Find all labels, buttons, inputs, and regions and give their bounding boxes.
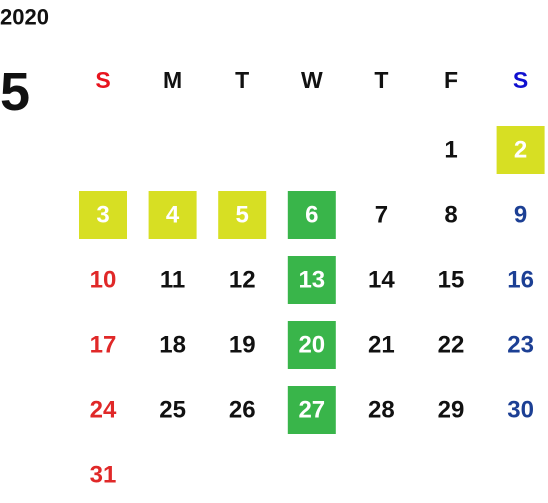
day: 23: [507, 332, 534, 359]
day: 5: [236, 202, 249, 229]
day: 26: [229, 397, 256, 424]
day-highlight: [287, 321, 336, 369]
day: 27: [298, 397, 325, 424]
weekday-label: F: [444, 67, 458, 93]
day: 17: [90, 332, 117, 359]
day: 29: [438, 397, 465, 424]
day: 21: [368, 332, 395, 359]
weekday-label: S: [95, 67, 110, 93]
year: 2020: [0, 5, 49, 30]
day: 3: [96, 202, 109, 229]
weekday-label: S: [513, 67, 528, 93]
day: 15: [438, 267, 465, 294]
day: 22: [438, 332, 465, 359]
day: 24: [90, 397, 117, 424]
day: 9: [514, 202, 527, 229]
day-highlight: [79, 191, 127, 239]
weekday-label: M: [163, 67, 182, 93]
weekday-label: T: [374, 67, 388, 93]
day: 18: [159, 332, 186, 359]
day-highlight: [148, 191, 197, 239]
day: 16: [507, 267, 534, 294]
day: 7: [375, 202, 388, 229]
day: 4: [166, 202, 180, 229]
day: 8: [444, 202, 457, 229]
day: 2: [514, 137, 527, 164]
day: 30: [507, 397, 534, 424]
day-highlight: [218, 191, 267, 239]
weekday-label: T: [235, 67, 249, 93]
day: 25: [159, 397, 186, 424]
month: 5: [0, 62, 30, 122]
day: 12: [229, 267, 256, 294]
day: 20: [298, 332, 325, 359]
day-highlight: [287, 386, 336, 434]
day-highlight: [496, 126, 545, 174]
day: 14: [368, 267, 395, 294]
day-highlight: [287, 256, 336, 304]
day: 6: [305, 202, 318, 229]
day: 31: [90, 462, 117, 489]
day: 10: [90, 267, 117, 294]
day: 28: [368, 397, 395, 424]
day: 13: [298, 267, 325, 294]
day: 1: [444, 137, 457, 164]
day: 11: [160, 267, 185, 294]
weekday-label: W: [301, 67, 323, 93]
day: 19: [229, 332, 256, 359]
day-highlight: [287, 191, 336, 239]
